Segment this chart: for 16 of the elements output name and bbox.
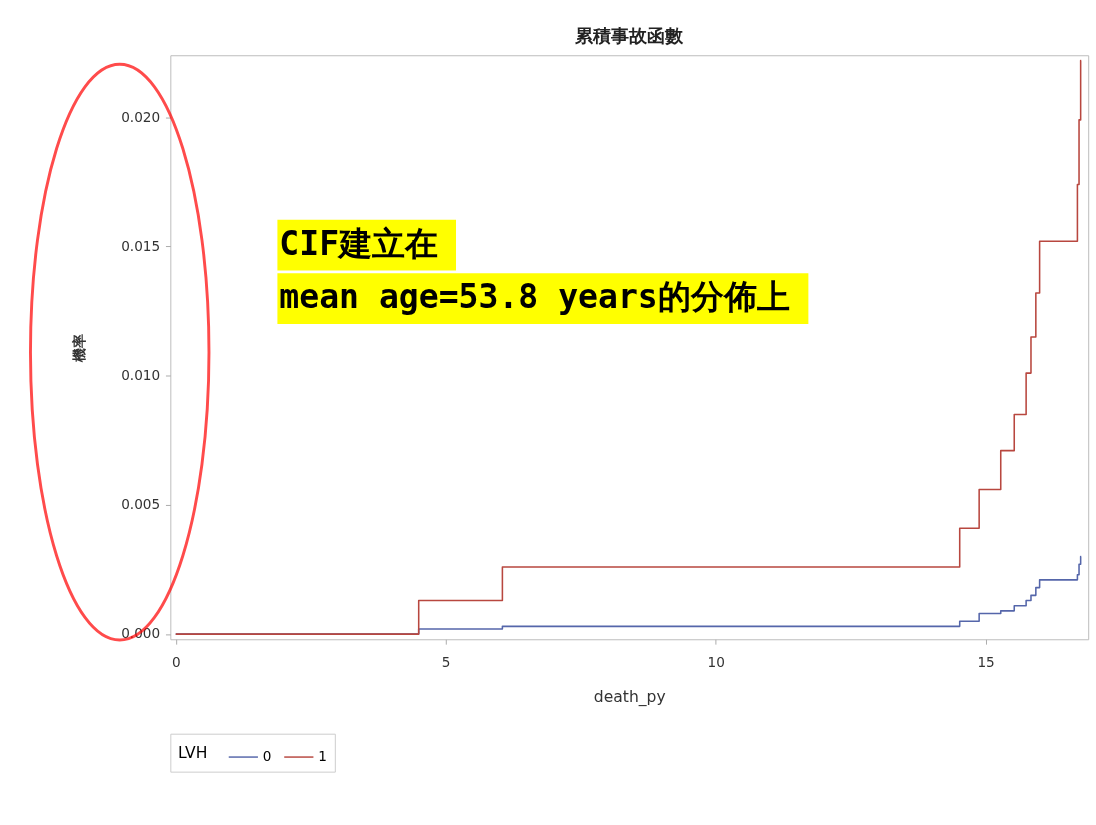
x-tick-label: 15 (977, 654, 995, 671)
annotation: mean age=53.8 years的分佈上 (279, 277, 790, 317)
y-tick-label: 0.020 (121, 108, 161, 125)
y-tick-label: 0.010 (121, 367, 161, 384)
y-tick-label: 0.015 (121, 237, 161, 254)
y-tick-label: 0.005 (121, 496, 161, 513)
x-tick-label: 0 (171, 654, 181, 671)
legend-title: LVH (178, 744, 208, 763)
x-tick-label: 10 (707, 654, 725, 671)
x-axis-title: death_py (593, 688, 666, 708)
annotation: CIF建立在 (279, 223, 439, 263)
legend-label: 0 (262, 747, 272, 764)
chart-title: 累積事故函數 (574, 25, 685, 46)
y-axis-title: 機率 (71, 333, 88, 363)
legend-label: 1 (318, 747, 327, 764)
x-tick-label: 5 (441, 654, 451, 671)
